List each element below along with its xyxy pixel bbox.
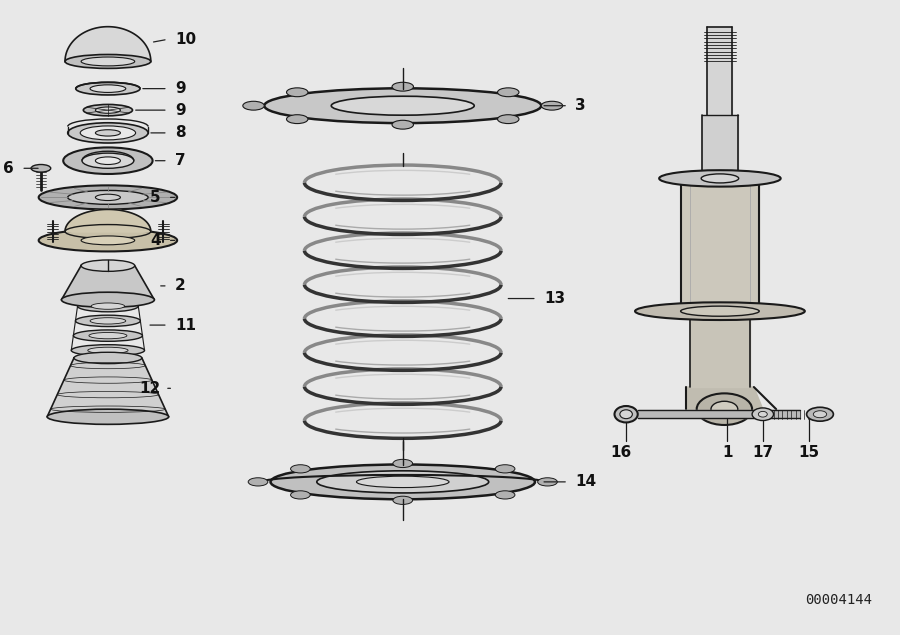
Ellipse shape	[393, 496, 412, 504]
Text: 5: 5	[150, 190, 160, 205]
Ellipse shape	[701, 174, 739, 183]
Ellipse shape	[90, 85, 126, 93]
Ellipse shape	[89, 333, 127, 339]
Polygon shape	[689, 318, 751, 387]
Ellipse shape	[317, 471, 489, 493]
Polygon shape	[47, 358, 168, 417]
Ellipse shape	[68, 190, 148, 204]
Text: 1: 1	[722, 444, 733, 460]
Text: 11: 11	[175, 318, 196, 333]
Text: 17: 17	[752, 444, 773, 460]
Text: 8: 8	[175, 125, 185, 140]
Ellipse shape	[752, 408, 773, 420]
Ellipse shape	[81, 236, 135, 245]
Ellipse shape	[68, 123, 148, 143]
Ellipse shape	[74, 352, 142, 364]
Text: 15: 15	[798, 444, 820, 460]
Ellipse shape	[95, 130, 121, 136]
Ellipse shape	[95, 107, 121, 113]
Ellipse shape	[495, 465, 515, 473]
Polygon shape	[65, 27, 151, 62]
Text: 7: 7	[175, 153, 185, 168]
Ellipse shape	[286, 115, 308, 124]
Text: 10: 10	[175, 32, 196, 47]
Polygon shape	[680, 178, 760, 318]
Ellipse shape	[537, 478, 557, 486]
Ellipse shape	[392, 83, 413, 91]
Text: 13: 13	[544, 291, 565, 306]
Text: 9: 9	[175, 81, 185, 96]
Ellipse shape	[39, 185, 177, 210]
Polygon shape	[61, 265, 155, 300]
Text: 14: 14	[575, 474, 597, 490]
Text: 16: 16	[610, 444, 632, 460]
Ellipse shape	[659, 170, 780, 187]
Ellipse shape	[88, 347, 128, 354]
Ellipse shape	[697, 393, 752, 425]
Polygon shape	[702, 115, 738, 172]
Polygon shape	[638, 410, 800, 418]
Ellipse shape	[620, 410, 633, 418]
Ellipse shape	[356, 476, 449, 488]
Ellipse shape	[498, 115, 519, 124]
Ellipse shape	[331, 97, 474, 115]
Ellipse shape	[82, 153, 134, 168]
Text: 6: 6	[4, 161, 14, 176]
Ellipse shape	[265, 88, 541, 123]
Ellipse shape	[711, 401, 738, 417]
Text: 3: 3	[575, 98, 586, 113]
Ellipse shape	[615, 406, 638, 422]
Ellipse shape	[393, 459, 412, 467]
Polygon shape	[65, 210, 151, 232]
Ellipse shape	[806, 407, 833, 421]
Ellipse shape	[291, 491, 310, 499]
Ellipse shape	[65, 55, 151, 69]
Ellipse shape	[81, 260, 135, 271]
Polygon shape	[707, 27, 733, 115]
Ellipse shape	[81, 57, 135, 66]
Ellipse shape	[248, 478, 268, 486]
Ellipse shape	[243, 101, 265, 110]
Polygon shape	[686, 387, 763, 409]
Ellipse shape	[541, 101, 562, 110]
Ellipse shape	[90, 318, 126, 324]
Ellipse shape	[84, 104, 132, 116]
Ellipse shape	[95, 194, 121, 201]
Text: 9: 9	[175, 103, 185, 117]
Text: 2: 2	[175, 278, 185, 293]
Text: 12: 12	[140, 381, 160, 396]
Ellipse shape	[80, 126, 136, 140]
Ellipse shape	[392, 120, 413, 129]
Ellipse shape	[291, 465, 310, 473]
Ellipse shape	[74, 330, 142, 342]
Text: 00004144: 00004144	[805, 593, 872, 607]
Ellipse shape	[495, 491, 515, 499]
Ellipse shape	[759, 411, 768, 417]
Ellipse shape	[32, 164, 50, 172]
Ellipse shape	[39, 229, 177, 251]
Ellipse shape	[61, 292, 155, 307]
Text: 4: 4	[150, 233, 160, 248]
Ellipse shape	[95, 157, 121, 164]
Ellipse shape	[635, 302, 805, 320]
Ellipse shape	[76, 315, 140, 326]
Ellipse shape	[498, 88, 519, 97]
Ellipse shape	[77, 300, 139, 312]
Ellipse shape	[271, 464, 535, 499]
Ellipse shape	[91, 303, 124, 309]
Ellipse shape	[286, 88, 308, 97]
Ellipse shape	[63, 147, 153, 174]
Ellipse shape	[76, 83, 140, 95]
Ellipse shape	[680, 306, 760, 316]
Ellipse shape	[47, 409, 168, 424]
Ellipse shape	[71, 345, 145, 356]
Ellipse shape	[814, 411, 827, 418]
